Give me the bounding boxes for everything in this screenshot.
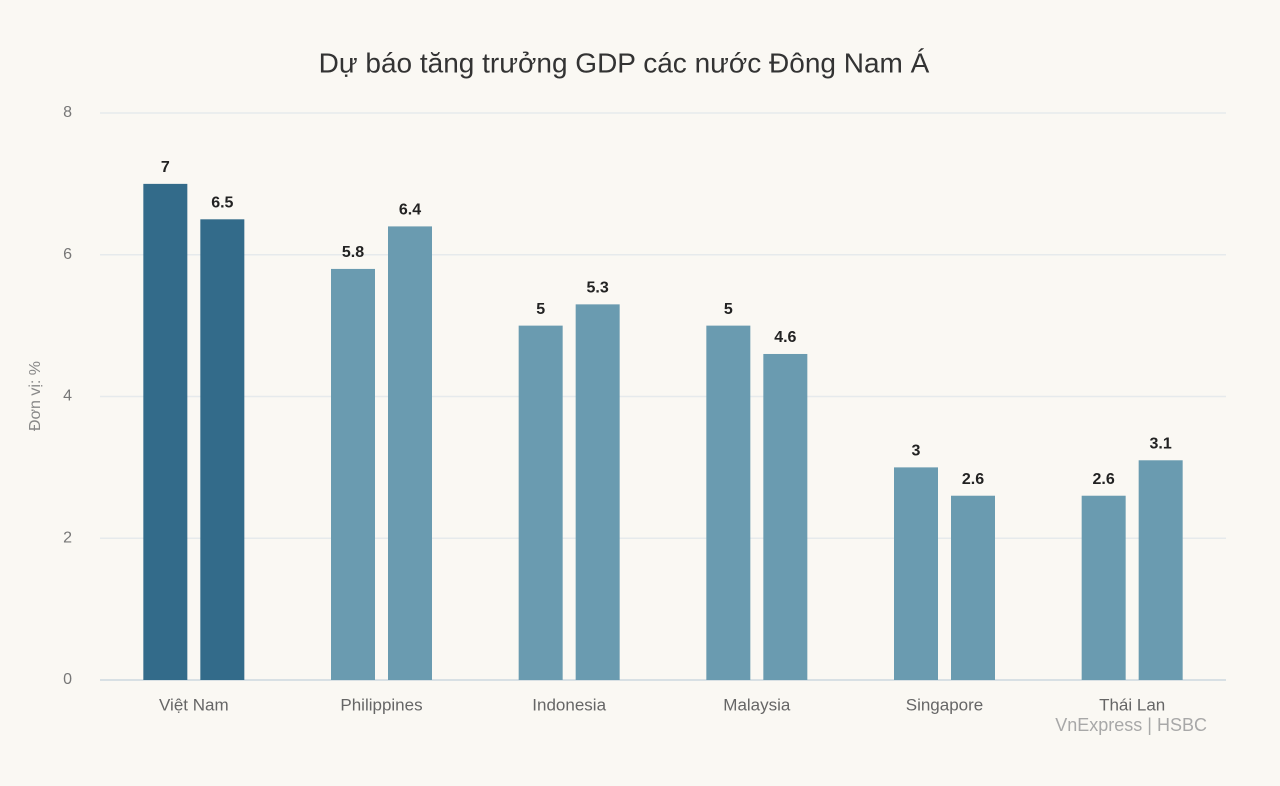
bar — [1081, 495, 1126, 680]
bar — [575, 304, 620, 680]
value-label: 5 — [724, 301, 733, 318]
value-label: 4.6 — [774, 329, 796, 346]
value-label: 5.8 — [342, 244, 364, 261]
value-label: 3 — [912, 443, 921, 460]
chart-title: Dự báo tăng trưởng GDP các nước Đông Nam… — [319, 47, 930, 78]
y-tick-label: 8 — [63, 104, 72, 121]
bar — [331, 268, 375, 680]
value-label: 2.6 — [1093, 471, 1115, 488]
value-label: 6.5 — [211, 195, 233, 212]
value-label: 5 — [536, 301, 545, 318]
bar — [951, 495, 995, 680]
value-label: 3.1 — [1150, 436, 1172, 453]
bar — [200, 219, 245, 680]
x-tick-label: Singapore — [906, 695, 984, 714]
y-tick-label: 2 — [63, 529, 72, 546]
bar — [706, 325, 751, 680]
value-label: 2.6 — [962, 471, 984, 488]
y-tick-label: 0 — [63, 671, 72, 688]
value-label: 6.4 — [399, 202, 421, 219]
x-tick-label: Philippines — [340, 695, 422, 714]
value-label: 5.3 — [587, 280, 609, 297]
bar — [894, 467, 938, 680]
bar — [518, 325, 563, 680]
x-tick-label: Thái Lan — [1099, 695, 1165, 714]
value-label: 7 — [161, 159, 170, 176]
x-tick-label: Indonesia — [532, 695, 606, 714]
bar — [388, 226, 432, 680]
bar — [143, 183, 188, 680]
bar — [763, 353, 808, 680]
y-tick-label: 4 — [63, 388, 72, 405]
source: VnExpress | HSBC — [1055, 715, 1207, 735]
bar — [1138, 460, 1183, 680]
y-axis-label: Đơn vị: % — [27, 361, 44, 431]
y-tick-label: 6 — [63, 246, 72, 263]
x-tick-label: Việt Nam — [159, 695, 229, 714]
x-tick-label: Malaysia — [723, 695, 791, 714]
